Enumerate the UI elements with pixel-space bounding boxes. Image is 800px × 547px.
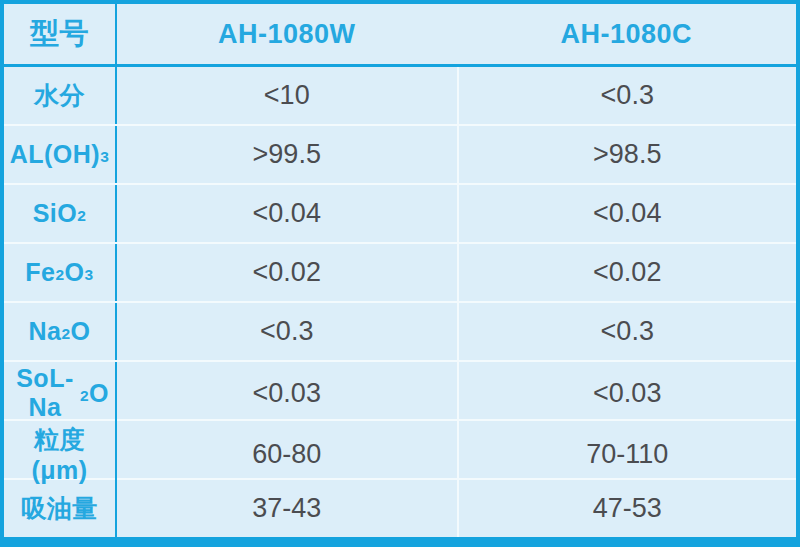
value-cell: <0.04: [117, 185, 457, 242]
table-row-oil-absorption: 吸油量 37-43 47-53: [4, 480, 796, 537]
value-cell: 70-110: [457, 421, 797, 487]
value-cell: >98.5: [457, 126, 797, 183]
value-cell: 37-43: [117, 480, 457, 537]
value-cell: <10: [117, 67, 457, 124]
header-product-ah1080w: AH-1080W: [117, 4, 457, 64]
product-spec-table: 型号 AH-1080W AH-1080C 水分 <10 <0.3 AL(OH)3…: [0, 0, 800, 547]
row-label: SoL-Na2O: [4, 362, 117, 424]
value-cell: <0.02: [117, 244, 457, 301]
value-cell: <0.03: [457, 362, 797, 424]
row-label: Fe2O3: [4, 244, 117, 301]
table-row-moisture: 水分 <10 <0.3: [4, 67, 796, 126]
row-label: 粒度(μm): [4, 421, 117, 487]
table-row-aloh3: AL(OH)3 >99.5 >98.5: [4, 126, 796, 185]
table-header-row: 型号 AH-1080W AH-1080C: [4, 4, 796, 67]
value-cell: 60-80: [117, 421, 457, 487]
value-cell: <0.03: [117, 362, 457, 424]
header-model-label: 型号: [4, 4, 117, 64]
header-product-ah1080c: AH-1080C: [457, 4, 797, 64]
value-cell: 47-53: [457, 480, 797, 537]
table-row-fe2o3: Fe2O3 <0.02 <0.02: [4, 244, 796, 303]
table-row-na2o: Na2O <0.3 <0.3: [4, 303, 796, 362]
row-label: 吸油量: [4, 480, 117, 537]
row-label: SiO2: [4, 185, 117, 242]
value-cell: <0.3: [117, 303, 457, 360]
row-label: AL(OH)3: [4, 126, 117, 183]
value-cell: <0.3: [457, 303, 797, 360]
value-cell: <0.3: [457, 67, 797, 124]
table-row-sol-na2o: SoL-Na2O <0.03 <0.03: [4, 362, 796, 421]
value-cell: <0.04: [457, 185, 797, 242]
table-row-sio2: SiO2 <0.04 <0.04: [4, 185, 796, 244]
value-cell: <0.02: [457, 244, 797, 301]
table-row-particle-size: 粒度(μm) 60-80 70-110: [4, 421, 796, 480]
row-label: Na2O: [4, 303, 117, 360]
row-label: 水分: [4, 67, 117, 124]
value-cell: >99.5: [117, 126, 457, 183]
